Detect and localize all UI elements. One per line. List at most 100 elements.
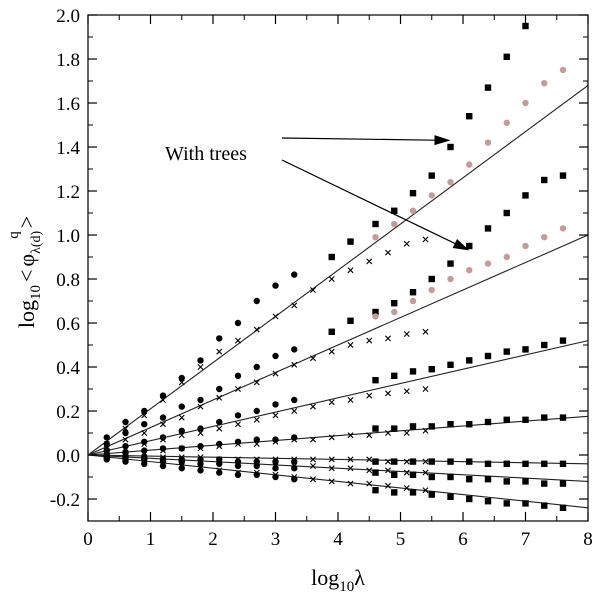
- data-point-cross: [235, 460, 241, 467]
- data-point-circle: [103, 456, 110, 463]
- data-point-circle: [178, 465, 185, 472]
- y-tick-label: 0.4: [56, 358, 80, 379]
- data-point-cross: [141, 430, 148, 436]
- data-point-circle: [253, 458, 260, 465]
- data-point-cross: [272, 370, 279, 377]
- data-point-square: [409, 458, 417, 465]
- data-point-circle: [428, 286, 435, 294]
- data-point-square: [372, 308, 379, 316]
- data-point-circle: [372, 313, 379, 320]
- data-point-square: [428, 458, 435, 465]
- data-point-cross: [160, 421, 166, 428]
- data-point-circle: [216, 385, 223, 393]
- data-point-square: [541, 176, 548, 184]
- data-point-cross: [103, 441, 110, 447]
- data-point-square: [522, 460, 529, 467]
- data-point-cross: [347, 432, 354, 439]
- data-point-cross: [103, 447, 110, 454]
- data-point-circle: [197, 357, 204, 364]
- data-markers: [103, 22, 567, 511]
- data-point-circle: [559, 66, 567, 74]
- data-point-square: [372, 425, 379, 432]
- data-point-cross: [422, 236, 429, 243]
- data-point-cross: [197, 364, 204, 370]
- data-point-cross: [235, 421, 241, 428]
- x-tick-label: 2: [208, 529, 218, 550]
- fit-line: [87, 234, 589, 456]
- axis-ticks: [87, 14, 589, 521]
- data-point-square: [484, 225, 492, 232]
- data-point-cross: [197, 458, 204, 465]
- data-point-cross: [197, 403, 204, 410]
- data-point-circle: [253, 297, 260, 305]
- data-point-cross: [103, 445, 110, 452]
- x-tick-label: 1: [146, 529, 156, 550]
- data-point-square: [522, 22, 529, 30]
- data-point-square: [559, 337, 567, 344]
- annotation-arrow-head: [434, 135, 451, 146]
- data-point-cross: [422, 458, 429, 465]
- data-point-square: [522, 416, 529, 423]
- data-point-cross: [403, 240, 410, 247]
- y-tick-label: 1.2: [56, 182, 80, 203]
- data-point-cross: [235, 456, 241, 463]
- data-point-circle: [159, 462, 167, 470]
- data-point-cross: [141, 454, 148, 461]
- x-tick-label: 0: [83, 529, 93, 550]
- data-point-square: [372, 220, 379, 228]
- y-axis-label: log10 < φλ(d) q >: [6, 216, 44, 328]
- fit-line: [87, 340, 589, 456]
- data-point-circle: [122, 418, 129, 426]
- data-point-circle: [234, 438, 242, 445]
- data-point-cross: [291, 463, 298, 469]
- data-point-cross: [272, 412, 279, 419]
- data-point-square: [522, 346, 529, 353]
- data-point-square: [347, 238, 354, 245]
- data-point-square: [447, 473, 454, 481]
- data-point-cross: [178, 463, 185, 469]
- x-tick-label: 7: [521, 529, 531, 550]
- data-point-circle: [291, 434, 298, 441]
- data-point-square: [447, 361, 454, 368]
- data-point-circle: [484, 139, 492, 146]
- data-point-circle: [216, 469, 223, 476]
- data-point-cross: [197, 430, 204, 436]
- data-point-circle: [391, 220, 398, 228]
- data-point-circle: [522, 242, 529, 250]
- data-point-cross: [385, 458, 391, 465]
- y-tick-label: 0.0: [56, 446, 80, 467]
- data-point-cross: [178, 414, 185, 421]
- data-point-circle: [197, 396, 204, 404]
- data-point-circle: [122, 429, 129, 437]
- data-point-circle: [197, 425, 204, 432]
- data-point-circle: [178, 427, 185, 434]
- annotation-arrow-shaft: [281, 137, 435, 141]
- data-point-cross: [272, 438, 279, 445]
- data-point-square: [522, 192, 529, 199]
- data-point-square: [328, 253, 335, 261]
- data-point-cross: [328, 456, 335, 463]
- data-point-circle: [272, 282, 279, 289]
- data-point-cross: [160, 460, 166, 467]
- data-point-cross: [328, 478, 335, 485]
- data-point-square: [428, 275, 435, 283]
- data-point-cross: [366, 480, 373, 487]
- data-point-cross: [385, 467, 391, 474]
- data-point-square: [484, 418, 492, 426]
- data-point-circle: [541, 234, 548, 241]
- y-tick-label: 0.2: [56, 402, 80, 423]
- data-point-cross: [385, 482, 391, 489]
- data-point-cross: [122, 454, 129, 461]
- data-point-cross: [160, 456, 166, 463]
- data-point-square: [484, 352, 492, 360]
- data-point-cross: [197, 454, 204, 461]
- data-point-circle: [559, 225, 567, 232]
- data-point-cross: [122, 445, 129, 452]
- data-point-square: [391, 207, 398, 214]
- data-point-cross: [328, 276, 335, 282]
- data-point-square: [428, 473, 435, 481]
- data-point-cross: [235, 441, 241, 447]
- data-point-circle: [253, 436, 260, 443]
- data-point-circle: [428, 192, 435, 199]
- data-point-square: [466, 458, 473, 465]
